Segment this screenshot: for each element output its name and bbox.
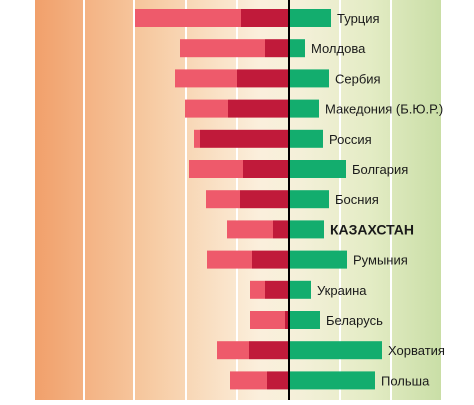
bar-left-2-8 <box>227 220 273 239</box>
bar-left-1-12 <box>249 341 289 360</box>
category-label-13: Польша <box>381 373 430 388</box>
bars <box>135 9 382 390</box>
bar-left-1-13 <box>267 371 289 390</box>
bar-left-1-5 <box>200 129 289 148</box>
bar-left-1-11 <box>285 311 289 329</box>
bar-left-2-3 <box>175 69 237 88</box>
bar-left-1-8 <box>273 220 289 239</box>
bar-left-2-1 <box>135 9 241 27</box>
bar-left-1-3 <box>237 69 289 88</box>
bar-right-3 <box>289 69 329 88</box>
category-label-6: Болгария <box>352 162 408 177</box>
category-label-4: Македония (Б.Ю.Р.) <box>325 102 443 117</box>
gridlines <box>83 0 443 400</box>
bar-right-8 <box>289 220 324 239</box>
bar-right-5 <box>289 129 323 148</box>
bar-left-1-2 <box>265 39 289 58</box>
bar-right-11 <box>289 311 320 329</box>
bar-left-2-11 <box>250 311 285 329</box>
bar-right-2 <box>289 39 305 58</box>
bar-left-2-13 <box>230 371 267 390</box>
bar-right-10 <box>289 280 311 299</box>
bar-left-2-2 <box>180 39 265 58</box>
bar-right-12 <box>289 341 382 360</box>
bar-left-2-7 <box>206 190 240 209</box>
bar-left-1-10 <box>265 280 289 299</box>
bar-right-1 <box>289 9 331 27</box>
bar-left-1-7 <box>240 190 289 209</box>
bar-left-1-1 <box>241 9 289 27</box>
bar-left-2-12 <box>217 341 249 360</box>
bar-right-4 <box>289 99 319 118</box>
category-label-7: Босния <box>335 192 379 207</box>
category-label-1: Турция <box>337 11 380 26</box>
category-label-5: Россия <box>329 132 372 147</box>
bar-left-1-4 <box>228 99 289 118</box>
bar-left-2-10 <box>250 280 265 299</box>
bar-left-1-9 <box>252 250 289 269</box>
bar-right-9 <box>289 250 347 269</box>
category-labels: Турция Молдова Сербия Македония (Б.Ю.Р.) Рос… <box>311 11 445 388</box>
bar-right-6 <box>289 160 346 178</box>
bar-left-2-4 <box>185 99 228 118</box>
bar-left-1-6 <box>243 160 289 178</box>
category-label-10: Украина <box>317 283 367 298</box>
bar-left-2-6 <box>189 160 243 178</box>
bar-right-7 <box>289 190 329 209</box>
category-label-12: Хорватия <box>388 343 445 358</box>
category-label-2: Молдова <box>311 41 366 56</box>
bar-left-2-5 <box>194 129 200 148</box>
category-label-3: Сербия <box>335 71 381 86</box>
category-label-8: КАЗАХСТАН <box>330 221 414 237</box>
category-label-11: Беларусь <box>326 313 383 328</box>
bar-right-13 <box>289 371 375 390</box>
category-label-9: Румыния <box>353 253 408 268</box>
bar-left-2-9 <box>207 250 252 269</box>
